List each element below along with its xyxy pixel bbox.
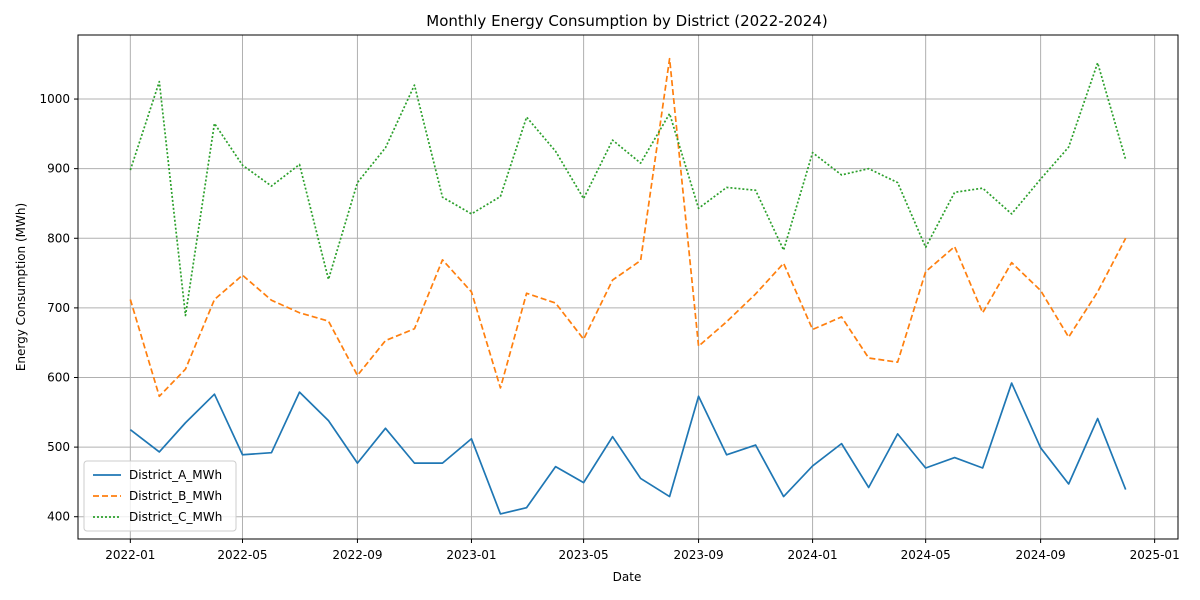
series-line-district-b-mwh: [129, 57, 1127, 398]
x-tick-label: 2022-09: [332, 548, 382, 562]
plot-frame: [77, 34, 1179, 540]
legend-entry-label: District_C_MWh: [129, 510, 222, 524]
series-line-district-a-mwh: [129, 382, 1127, 515]
legend-entry-label: District_A_MWh: [129, 468, 222, 482]
chart-title: Monthly Energy Consumption by District (…: [426, 12, 828, 30]
x-axis-label: Date: [613, 570, 642, 584]
legend-entry-label: District_B_MWh: [129, 489, 222, 503]
legend-box: [83, 460, 237, 532]
x-tick-label: 2023-01: [446, 548, 496, 562]
x-axis-ticks: 2022-01 2022-05 2022-09 2023-01 2023-05 2023-…: [105, 539, 1180, 562]
x-tick-label: 2022-05: [217, 548, 267, 562]
y-tick-label: 500: [47, 440, 70, 454]
x-tick-label: 2024-09: [1016, 548, 1066, 562]
grid-lines: [78, 35, 1178, 539]
y-axis-ticks: 400 500 600 700 800 900 1000: [39, 92, 78, 524]
y-tick-label: 600: [47, 370, 70, 384]
y-axis-label: Energy Consumption (MWh): [14, 203, 28, 371]
y-tick-label: 700: [47, 301, 70, 315]
series-lines: [129, 57, 1127, 515]
x-tick-label: 2023-09: [673, 548, 723, 562]
y-tick-label: 400: [47, 510, 70, 524]
legend: District_A_MWh District_B_MWh District_C_M…: [83, 460, 237, 532]
y-tick-label: 1000: [39, 92, 70, 106]
series-line-district-c-mwh: [129, 61, 1127, 317]
x-tick-label: 2025-01: [1130, 548, 1180, 562]
y-tick-label: 800: [47, 231, 70, 245]
x-tick-label: 2024-01: [788, 548, 838, 562]
y-tick-label: 900: [47, 162, 70, 176]
x-tick-label: 2022-01: [105, 548, 155, 562]
x-tick-label: 2023-05: [559, 548, 609, 562]
x-tick-label: 2024-05: [901, 548, 951, 562]
